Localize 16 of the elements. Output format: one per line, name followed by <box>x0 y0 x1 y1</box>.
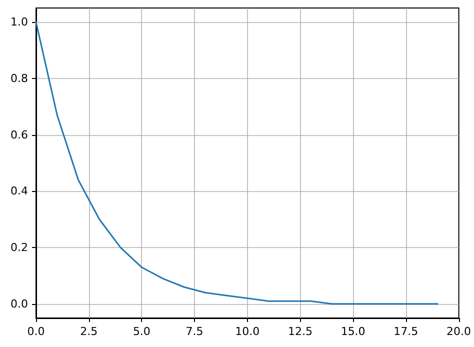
x-tick-label: 12.5 <box>288 325 312 338</box>
y-tick-label: 0.6 <box>10 128 28 142</box>
y-tick-label: 0.0 <box>10 297 28 310</box>
y-tick-label: 1.0 <box>10 16 28 29</box>
x-tick-label: 0.0 <box>27 325 45 338</box>
x-tick-label: 17.5 <box>394 325 418 338</box>
y-tick-label: 0.4 <box>10 184 28 198</box>
x-tick-label: 5.0 <box>132 325 150 338</box>
x-tick-label: 10.0 <box>235 325 260 338</box>
x-tick-label: 15.0 <box>340 325 366 338</box>
x-tick-label: 7.5 <box>186 325 204 338</box>
y-tick-label: 0.2 <box>10 241 28 254</box>
x-tick-label: 2.5 <box>80 325 98 338</box>
x-tick-label: 20.0 <box>446 325 472 338</box>
y-tick-label: 0.8 <box>10 72 28 85</box>
line-series <box>35 21 438 305</box>
